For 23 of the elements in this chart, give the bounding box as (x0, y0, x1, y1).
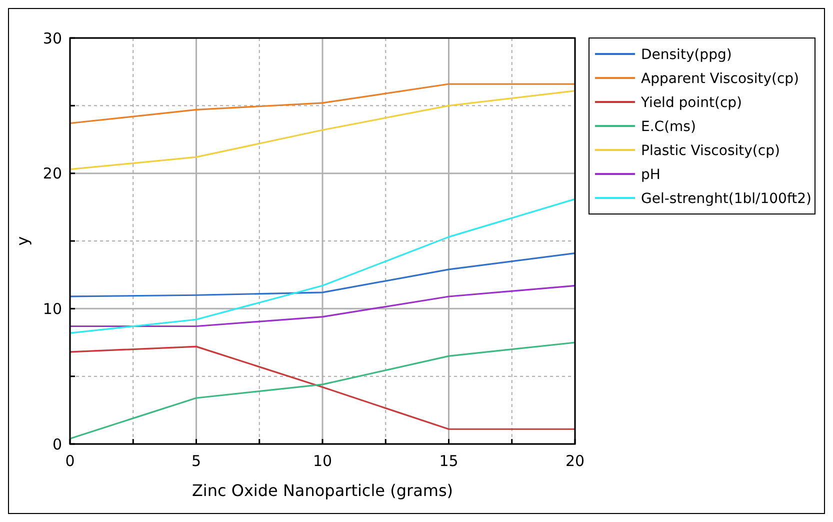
x-tick-label: 5 (191, 452, 202, 470)
legend-label: Apparent Viscosity(cp) (641, 70, 799, 87)
legend-label: pH (641, 166, 660, 183)
x-tick-label: 0 (65, 452, 75, 470)
y-tick-label: 20 (42, 164, 62, 183)
line-series (69, 90, 576, 170)
legend-label: Gel-strenght(1bl/100ft2) (641, 190, 812, 207)
y-tick-label: 10 (42, 300, 62, 318)
x-tick-label: 20 (565, 452, 585, 470)
x-axis-title: Zinc Oxide Nanoparticle (grams) (192, 481, 454, 500)
legend-label: Plastic Viscosity(cp) (641, 142, 780, 159)
legend-label: E.C(ms) (641, 118, 696, 135)
line-series (69, 252, 576, 298)
line-series (69, 284, 576, 328)
y-axis-title: y (13, 236, 32, 246)
x-tick-label: 10 (312, 452, 332, 470)
y-tick-label: 30 (42, 29, 62, 48)
legend-label: Yield point(cp) (640, 94, 742, 111)
y-tick-label: 0 (52, 435, 62, 454)
line-series (69, 83, 576, 124)
x-tick-label: 15 (439, 452, 458, 470)
line-series (69, 198, 576, 334)
legend-label: Density(ppg) (641, 46, 732, 63)
